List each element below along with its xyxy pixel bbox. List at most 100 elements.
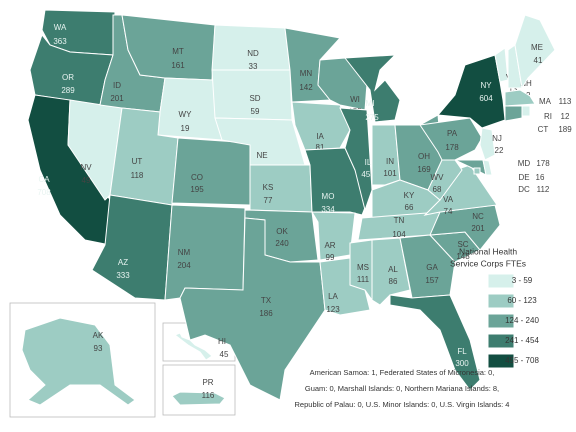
region-name: ID (113, 81, 121, 90)
region-name: AL (388, 265, 398, 274)
region-value: 289 (61, 86, 75, 95)
region-value: 93 (94, 344, 103, 353)
region (339, 107, 373, 212)
region-name: CA (38, 175, 50, 184)
region (399, 234, 456, 299)
region-name: NJ (492, 134, 502, 143)
alaska-inset (9, 302, 156, 418)
region-name: NV (80, 163, 92, 172)
region (249, 164, 313, 213)
region-value: 186 (259, 309, 273, 318)
region-name: AR (324, 241, 335, 250)
region-name: KS (263, 183, 274, 192)
legend-label: 124 - 240 (505, 316, 539, 325)
region-value: 275 (365, 113, 379, 122)
region-name: GA (426, 263, 438, 272)
region-value: 86 (389, 277, 398, 286)
region-value: 41 (534, 56, 543, 65)
region-name: IA (316, 132, 324, 141)
region-name: NM (178, 248, 191, 257)
footnote: Republic of Palau: 0, U.S. Minor Islands… (295, 400, 510, 409)
region (504, 89, 536, 107)
region-value: 66 (405, 203, 414, 212)
legend-swatch (487, 333, 515, 349)
legend-title: National Health (459, 246, 517, 256)
region-name: NE (256, 151, 267, 160)
region-name: PR (202, 378, 213, 387)
region (389, 294, 481, 391)
region (419, 117, 483, 161)
region-value: 454 (361, 170, 375, 179)
region-name: IL (365, 158, 372, 167)
region-value: 116 (202, 391, 215, 400)
region-name: AK (93, 331, 104, 340)
legend-label: 241 - 454 (505, 336, 539, 345)
region-value: 101 (383, 169, 397, 178)
region-value: 195 (190, 185, 204, 194)
region-name: CO (191, 173, 203, 182)
region-value: 13 (509, 85, 518, 94)
region (171, 391, 226, 406)
region (473, 167, 481, 175)
region-name: NY (480, 81, 492, 90)
region-value: 333 (116, 271, 130, 280)
region-name: OH (418, 152, 430, 161)
region-value: 49 (82, 176, 91, 185)
region-value: 169 (417, 165, 431, 174)
region (171, 137, 253, 206)
region-name: SC (457, 240, 468, 249)
region-name: MD (518, 159, 531, 168)
region-name: OR (62, 73, 74, 82)
region-value: 99 (326, 253, 335, 262)
footnote: Guam: 0, Marshall Islands: 0, Northern M… (305, 384, 499, 393)
region-value: 12 (561, 112, 570, 121)
region-name: ND (247, 49, 259, 58)
region-value: 111 (357, 275, 370, 284)
region-name: SD (249, 94, 260, 103)
legend-label: 455 - 708 (505, 356, 539, 365)
region (482, 159, 493, 176)
region-name: TX (261, 296, 272, 305)
region-name: MT (172, 47, 184, 56)
region (157, 77, 223, 141)
region-value: 123 (326, 305, 340, 314)
legend-swatch (487, 293, 515, 309)
region-value: 77 (264, 196, 273, 205)
region-value: 142 (299, 83, 313, 92)
region-value: 33 (249, 62, 258, 71)
region-name: WY (179, 110, 193, 119)
region-value: 189 (558, 125, 572, 134)
legend-swatch (487, 273, 515, 289)
legend-swatch (487, 313, 515, 329)
region-name: PA (447, 129, 458, 138)
region-value: 118 (131, 171, 144, 180)
region-name: OK (276, 227, 288, 236)
region-name: WV (431, 173, 445, 182)
region-value: 19 (181, 124, 190, 133)
region-name: MO (322, 192, 335, 201)
puerto-rico-inset (162, 364, 236, 416)
region-name: DE (518, 173, 529, 182)
region-value: 68 (433, 185, 442, 194)
region-name: MA (539, 97, 552, 106)
region (521, 105, 531, 117)
region-value: 74 (444, 207, 453, 216)
region-value: 363 (53, 37, 67, 46)
region-name: WA (54, 23, 67, 32)
region (179, 217, 326, 401)
region-value: 148 (456, 252, 470, 261)
region-name: WI (350, 95, 360, 104)
region (504, 105, 523, 122)
region-name: TN (394, 216, 405, 225)
region-value: 201 (471, 224, 485, 233)
region-value: 113 (559, 97, 572, 106)
legend-title: Service Corps FTEs (450, 258, 526, 268)
region (344, 54, 401, 123)
region-value: 334 (321, 205, 335, 214)
region-value: 708 (37, 188, 51, 197)
region-name: AZ (118, 258, 128, 267)
region (479, 127, 496, 161)
region-value: 104 (392, 230, 406, 239)
